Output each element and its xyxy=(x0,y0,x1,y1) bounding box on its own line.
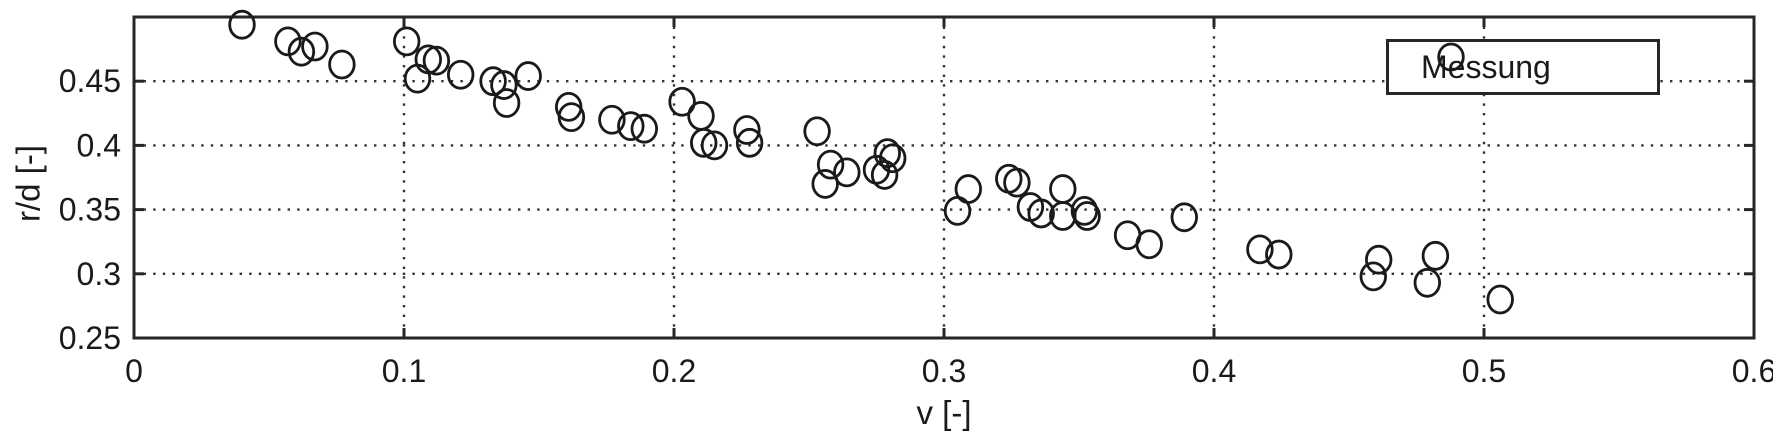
x-tick-label: 0.5 xyxy=(1462,353,1506,389)
x-tick-label: 0.6 xyxy=(1732,353,1773,389)
data-point-marker xyxy=(687,100,715,131)
data-point-marker xyxy=(700,130,729,161)
data-point-marker xyxy=(557,102,586,133)
data-point-marker xyxy=(1265,239,1293,270)
y-tick-label: 0.35 xyxy=(59,192,121,228)
data-point-marker xyxy=(630,113,659,144)
y-tick-label: 0.45 xyxy=(59,63,121,99)
data-point-marker xyxy=(492,88,521,118)
data-point-marker xyxy=(1070,195,1099,226)
data-point-marker xyxy=(1421,240,1450,271)
data-point-marker xyxy=(1073,201,1101,231)
data-point-marker xyxy=(598,104,626,135)
data-point-marker xyxy=(490,70,518,100)
legend-circle-icon xyxy=(1437,42,1465,72)
data-point-marker xyxy=(1486,284,1514,315)
y-tick-label: 0.25 xyxy=(59,320,121,356)
data-point-marker xyxy=(514,61,542,91)
data-point-marker xyxy=(870,160,899,190)
data-point-marker xyxy=(1359,261,1388,292)
y-tick-label: 0.3 xyxy=(77,256,121,292)
data-point-marker xyxy=(287,36,316,67)
data-point-marker xyxy=(833,157,861,188)
data-point-marker xyxy=(1170,202,1199,233)
data-point-marker xyxy=(811,169,839,199)
data-point-marker xyxy=(735,127,764,158)
data-point-marker xyxy=(479,66,507,97)
data-point-marker xyxy=(668,86,696,117)
x-tick-label: 0.4 xyxy=(1192,353,1236,389)
data-point-marker xyxy=(690,127,718,158)
data-point-marker xyxy=(816,149,845,180)
data-point-marker xyxy=(1135,229,1163,260)
data-point-marker xyxy=(617,111,645,142)
legend: Messung xyxy=(1386,39,1660,95)
data-point-marker xyxy=(328,49,356,80)
data-point-marker xyxy=(1246,234,1274,265)
data-point-marker xyxy=(1049,174,1077,204)
y-tick-label: 0.4 xyxy=(77,127,121,163)
y-axis-label: r/d [-] xyxy=(9,145,47,223)
data-point-marker xyxy=(301,31,329,62)
data-point-marker xyxy=(422,45,451,76)
data-point-marker xyxy=(274,26,302,57)
data-point-marker xyxy=(393,26,421,57)
x-tick-label: 0 xyxy=(125,353,143,389)
data-point-marker xyxy=(1027,198,1055,229)
x-tick-label: 0.2 xyxy=(652,353,696,389)
data-point-marker xyxy=(1364,244,1393,275)
x-tick-label: 0.1 xyxy=(382,353,426,389)
x-axis-label: v [-] xyxy=(916,394,972,431)
data-point-marker xyxy=(447,59,475,90)
data-point-marker xyxy=(1003,167,1031,198)
data-point-marker xyxy=(954,174,983,204)
data-point-marker xyxy=(879,143,907,174)
data-point-marker xyxy=(873,138,902,169)
data-point-marker xyxy=(414,44,443,75)
data-point-marker xyxy=(803,116,831,147)
x-tick-label: 0.3 xyxy=(922,353,966,389)
data-point-marker xyxy=(733,115,761,145)
data-point-marker xyxy=(228,9,256,40)
data-point-marker xyxy=(1413,267,1442,298)
